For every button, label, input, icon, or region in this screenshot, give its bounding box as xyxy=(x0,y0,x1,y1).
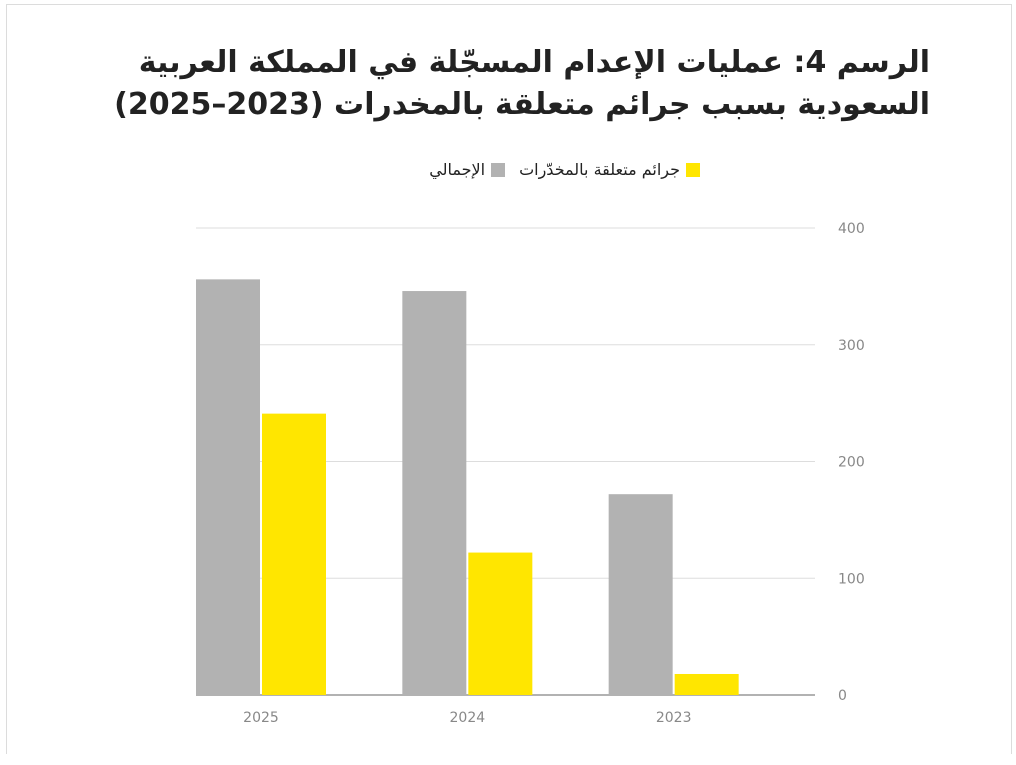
bar-drug-crimes xyxy=(674,673,739,695)
chart-frame xyxy=(6,4,1012,754)
bar-total xyxy=(608,494,673,695)
bar-total xyxy=(196,279,260,695)
x-tick-label: 2024 xyxy=(450,710,486,726)
chart-title: الرسم 4: عمليات الإعدام المسجّلة في المم… xyxy=(114,45,930,122)
chart-legend: جرائم متعلقة بالمخدّرات الإجمالي xyxy=(200,160,700,179)
bar-drug-crimes xyxy=(262,413,326,695)
y-tick-label: 300 xyxy=(838,338,865,354)
bar-drug-crimes xyxy=(468,552,533,695)
y-tick-label: 100 xyxy=(838,571,865,587)
y-tick-label: 0 xyxy=(838,688,847,704)
bar-total xyxy=(402,291,467,695)
legend-label-drug-crimes: جرائم متعلقة بالمخدّرات xyxy=(519,160,680,179)
legend-swatch-drug-crimes xyxy=(686,162,700,177)
y-tick-label: 400 xyxy=(838,221,865,237)
x-tick-label: 2023 xyxy=(656,710,692,726)
legend-item-total: الإجمالي xyxy=(429,160,506,179)
y-tick-label: 200 xyxy=(838,455,865,471)
legend-item-drug-crimes: جرائم متعلقة بالمخدّرات xyxy=(519,160,700,179)
legend-label-total: الإجمالي xyxy=(429,160,486,179)
legend-swatch-total xyxy=(491,162,506,177)
x-tick-label: 2025 xyxy=(243,710,279,726)
